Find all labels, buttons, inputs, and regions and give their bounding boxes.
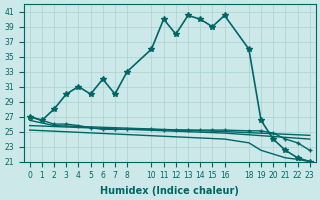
X-axis label: Humidex (Indice chaleur): Humidex (Indice chaleur)	[100, 186, 239, 196]
